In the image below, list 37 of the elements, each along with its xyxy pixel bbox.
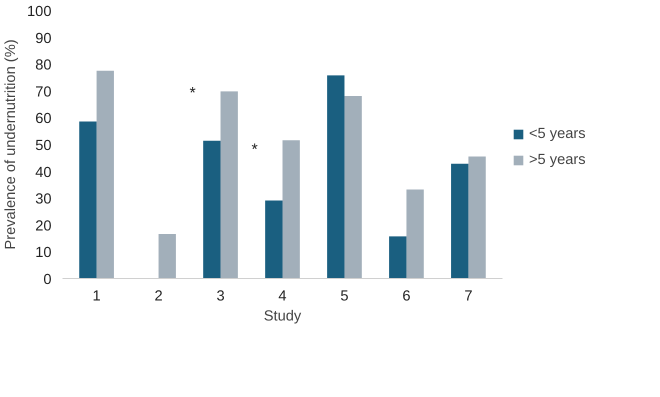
y-tick-label: 30 — [35, 192, 52, 208]
bar — [451, 164, 468, 278]
legend-label: <5 years — [529, 126, 586, 142]
x-tick-label: 3 — [216, 288, 225, 304]
bar — [389, 236, 406, 278]
x-tick-label: 7 — [464, 288, 472, 304]
bar — [203, 140, 221, 278]
y-tick-label: 60 — [35, 111, 52, 128]
bar — [96, 70, 114, 278]
y-tick-label: 90 — [35, 30, 52, 47]
bar — [468, 156, 486, 278]
bar — [79, 121, 97, 278]
y-tick-label: 100 — [27, 4, 52, 20]
bar — [406, 190, 424, 278]
x-tick-label: 1 — [92, 288, 101, 304]
x-tick-label: 5 — [340, 288, 349, 304]
y-tick-label: 50 — [35, 138, 52, 154]
x-tick-label: 6 — [402, 288, 411, 304]
y-tick-label: 40 — [35, 164, 52, 181]
bar — [265, 200, 282, 278]
bar — [158, 234, 176, 278]
legend-label: >5 years — [529, 152, 586, 168]
y-tick-label: 80 — [35, 58, 52, 74]
x-axis-title: Study — [264, 308, 302, 324]
y-axis-title: Prevalence of undernutrition (%) — [3, 39, 20, 250]
y-tick-label: 0 — [43, 272, 52, 288]
bar — [282, 140, 300, 278]
y-tick-label: 20 — [35, 218, 52, 234]
bar — [344, 96, 362, 278]
x-tick-label: 2 — [154, 288, 163, 304]
bar — [220, 91, 238, 278]
x-tick-label: 4 — [278, 288, 287, 304]
annotation: * — [252, 141, 258, 158]
bar — [327, 75, 344, 278]
y-tick-label: 10 — [35, 245, 52, 262]
y-tick-label: 70 — [35, 84, 52, 100]
annotation: * — [190, 85, 196, 102]
